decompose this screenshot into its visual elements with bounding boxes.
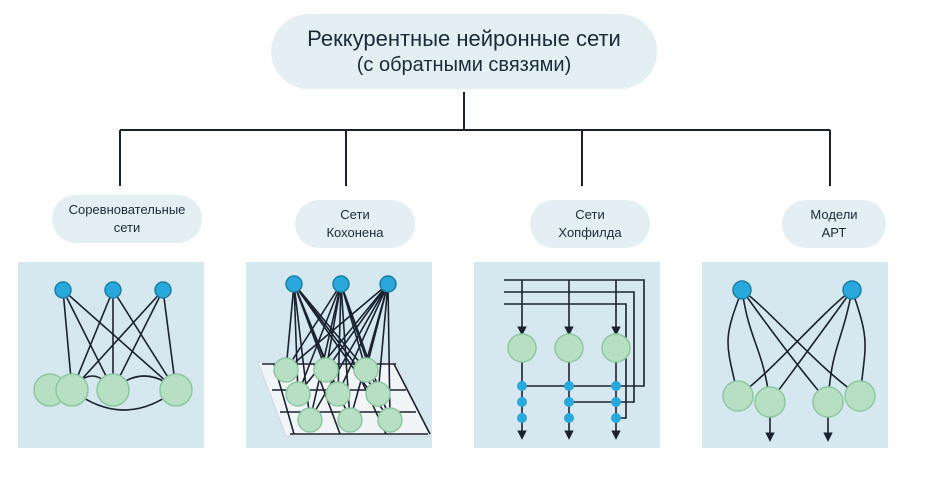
- hopfield-label: Сети Хопфилда: [530, 200, 650, 248]
- art-panel: [702, 262, 888, 448]
- hopfield-panel: [474, 262, 660, 448]
- art-label: Модели АРТ: [782, 200, 886, 248]
- kohonen-label: Сети Кохонена: [295, 200, 415, 248]
- kohonen-panel: [246, 262, 432, 448]
- competitive-panel: [18, 262, 204, 448]
- competitive-label: Соревновательныесети: [52, 195, 202, 243]
